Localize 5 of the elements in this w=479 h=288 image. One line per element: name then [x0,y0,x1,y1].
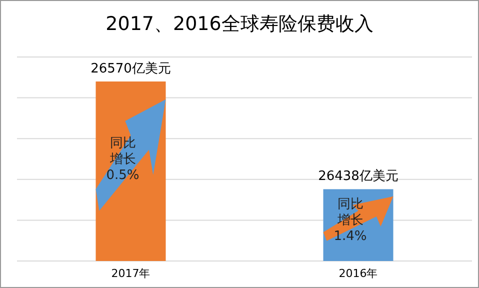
x-tick-label: 2017年 [111,267,150,280]
data-label: 26438亿美元 [318,168,398,184]
data-label: 26570亿美元 [90,60,171,76]
x-tick-label: 2016年 [338,267,378,280]
chart-title: 2017、2016全球寿险保费收入 [106,13,374,35]
